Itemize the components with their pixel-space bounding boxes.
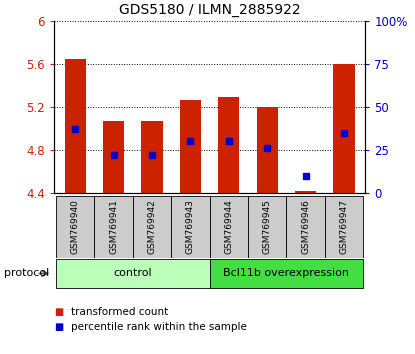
Text: Bcl11b overexpression: Bcl11b overexpression [223, 268, 349, 279]
Bar [56, 196, 94, 258]
Text: control: control [113, 268, 152, 279]
Bar [103, 121, 124, 193]
Text: GSM769944: GSM769944 [224, 200, 233, 254]
Bar [64, 59, 85, 193]
Bar [133, 196, 171, 258]
Bar [180, 99, 201, 193]
Bar [286, 196, 325, 258]
Text: GSM769943: GSM769943 [186, 200, 195, 255]
Text: ■: ■ [54, 322, 63, 332]
Bar [325, 196, 363, 258]
Bar [56, 259, 210, 288]
Title: GDS5180 / ILMN_2885922: GDS5180 / ILMN_2885922 [119, 4, 300, 17]
Text: transformed count: transformed count [71, 307, 168, 316]
Bar [210, 196, 248, 258]
Text: GSM769941: GSM769941 [109, 200, 118, 255]
Bar [218, 97, 239, 193]
Bar [295, 191, 316, 193]
Bar [248, 196, 286, 258]
Bar [171, 196, 210, 258]
Bar [256, 107, 278, 193]
Bar [210, 259, 363, 288]
Text: GSM769940: GSM769940 [71, 200, 80, 255]
Text: GSM769942: GSM769942 [147, 200, 156, 254]
Bar [94, 196, 133, 258]
Text: ■: ■ [54, 307, 63, 316]
Bar [142, 121, 163, 193]
Text: GSM769945: GSM769945 [263, 200, 272, 255]
Text: protocol: protocol [4, 268, 49, 279]
Text: GSM769947: GSM769947 [339, 200, 349, 255]
Text: GSM769946: GSM769946 [301, 200, 310, 255]
Bar [334, 64, 355, 193]
Text: percentile rank within the sample: percentile rank within the sample [71, 322, 247, 332]
